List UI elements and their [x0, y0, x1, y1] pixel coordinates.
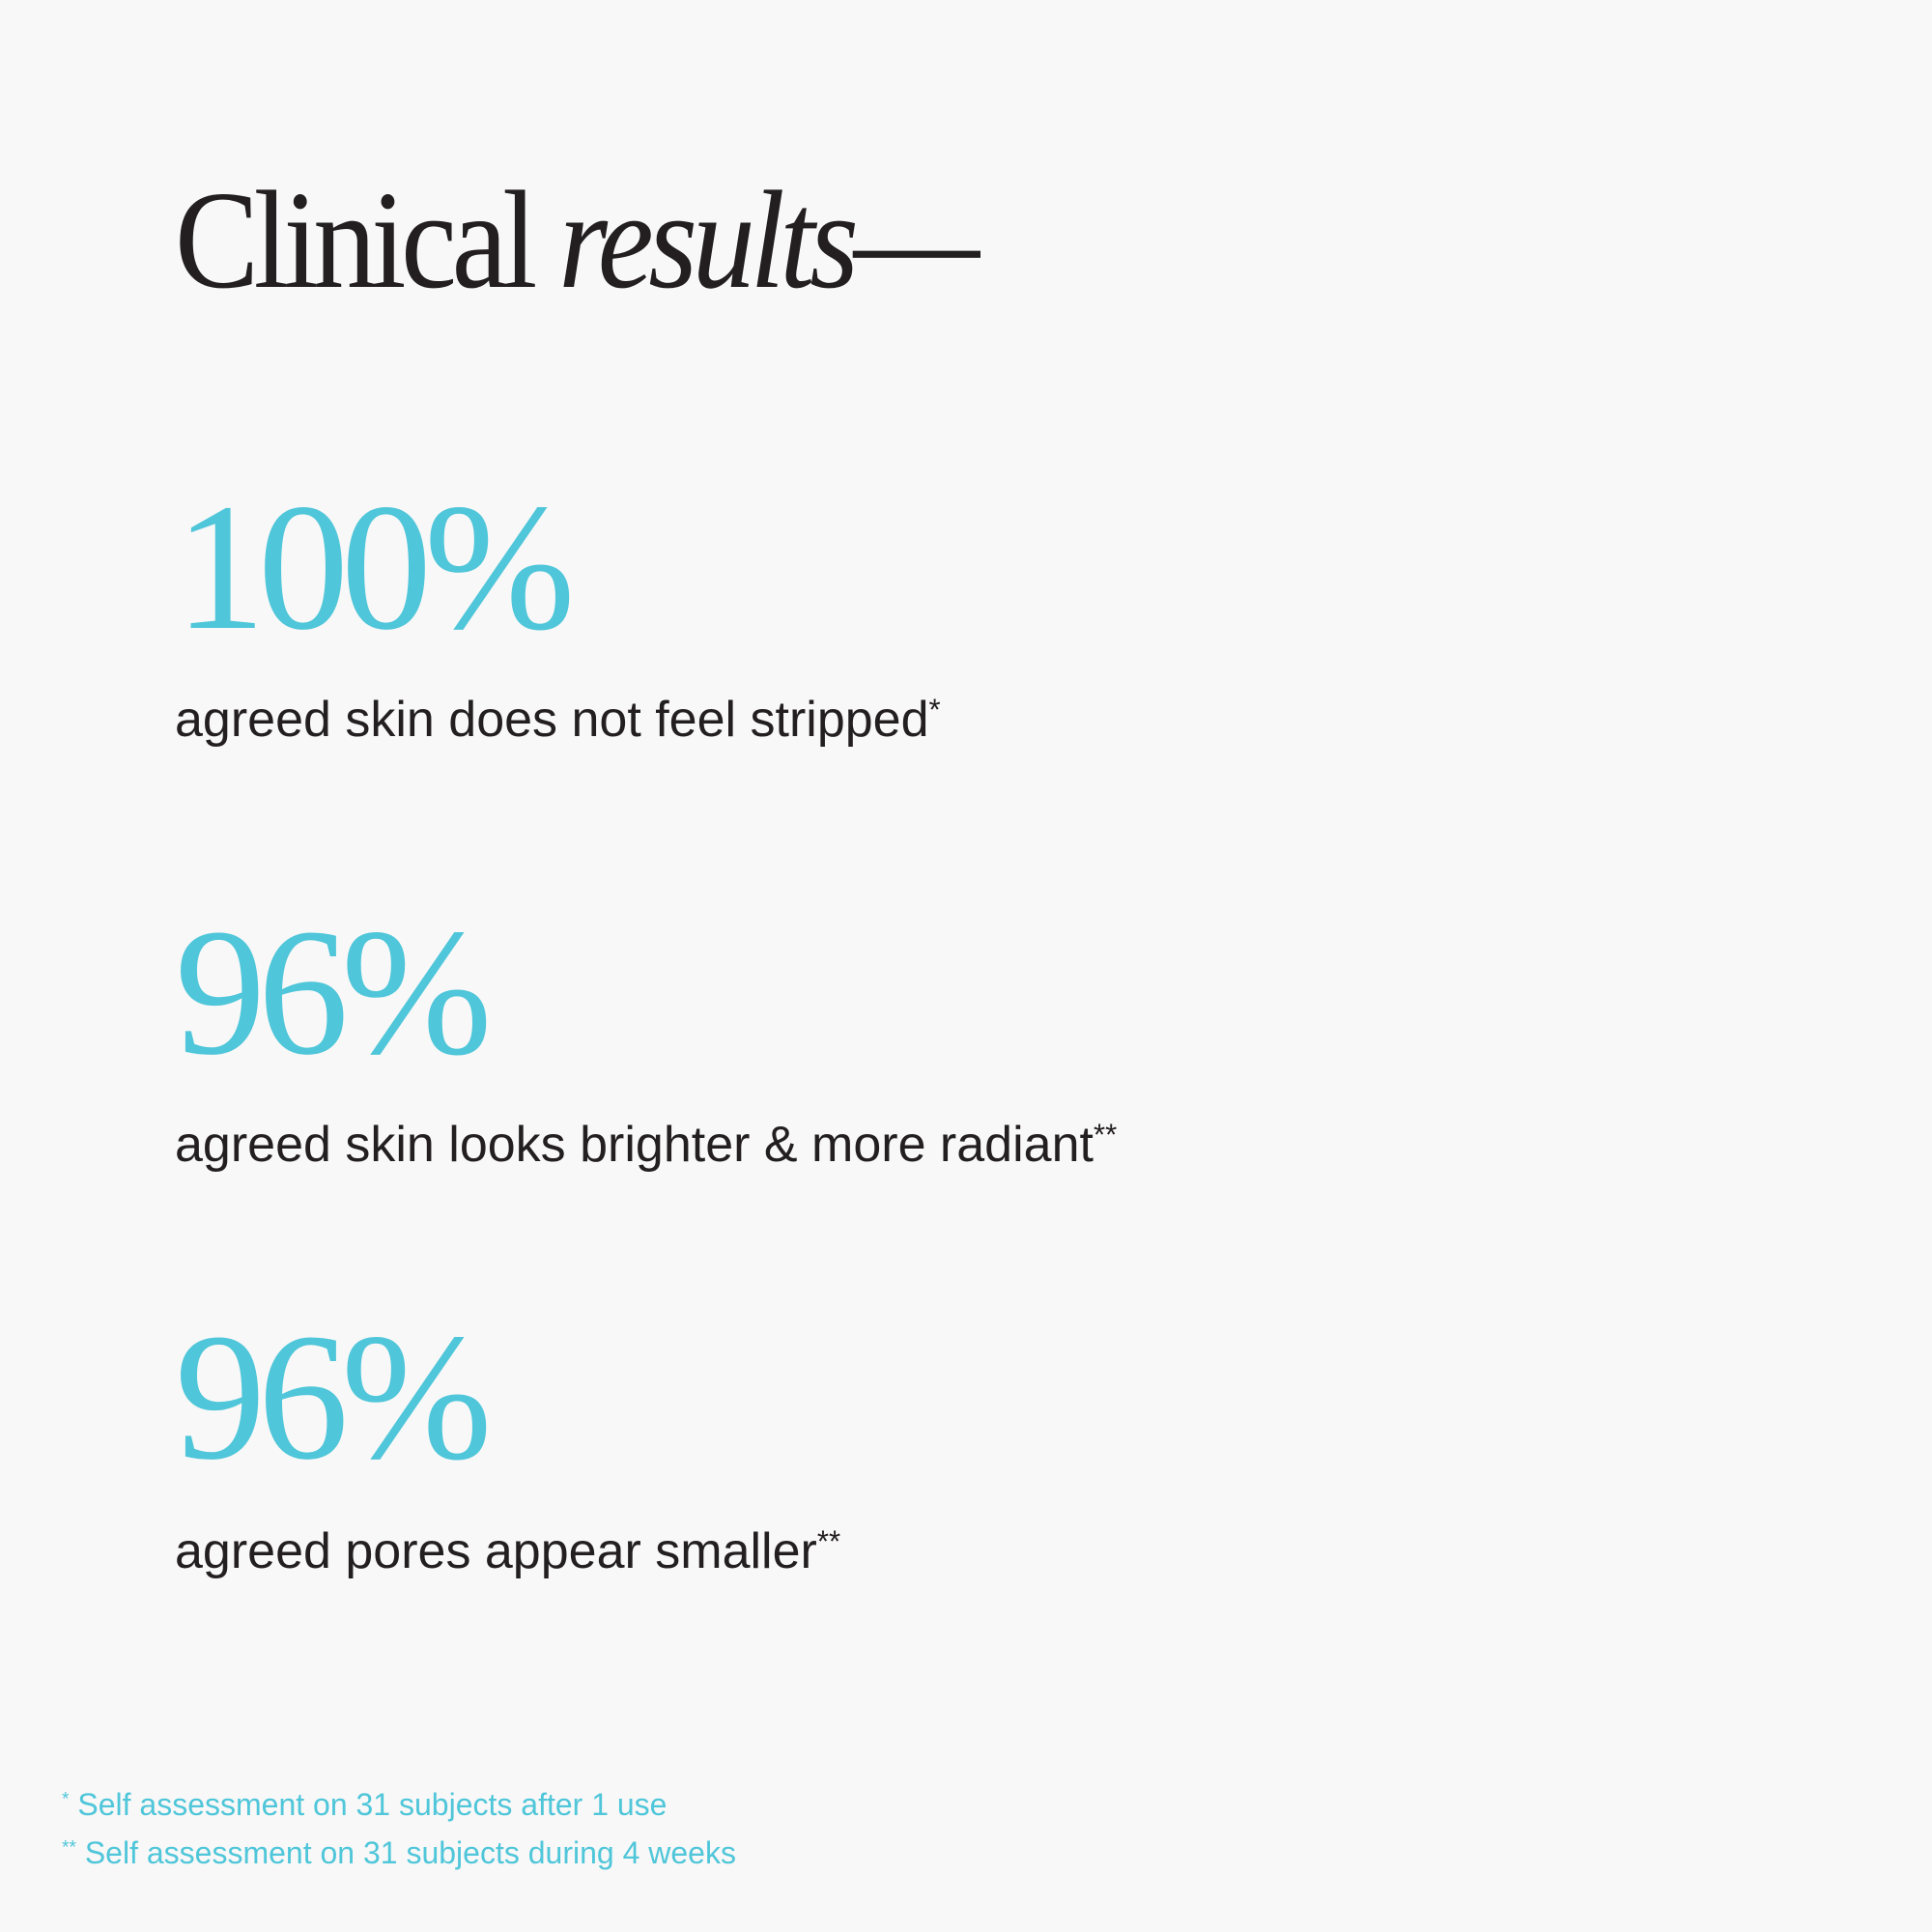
footnote-mark: ** — [816, 1524, 841, 1558]
title-dash: — — [853, 163, 980, 318]
stat-label: agreed pores appear smaller** — [175, 1526, 840, 1577]
footnote-text: Self assessment on 31 subjects after 1 u… — [77, 1787, 668, 1822]
stat-value: 100% — [175, 466, 576, 668]
footnote-mark: * — [62, 1789, 70, 1810]
footnote-text: Self assessment on 31 subjects during 4 … — [84, 1835, 736, 1870]
stat-label: agreed skin does not feel stripped* — [175, 695, 941, 745]
footnote-mark: ** — [62, 1837, 76, 1859]
page-title: Clinical results— — [175, 171, 980, 311]
stat-label: agreed skin looks brighter & more radian… — [175, 1120, 1117, 1170]
footnote-mark: * — [928, 693, 941, 726]
stat-label-text: agreed skin looks brighter & more radian… — [175, 1117, 1094, 1174]
footnote-mark: ** — [1093, 1118, 1118, 1151]
footnote: * Self assessment on 31 subjects after 1… — [62, 1789, 667, 1820]
stat-label-text: agreed pores appear smaller — [175, 1523, 817, 1580]
stat-value: 96% — [175, 1295, 493, 1497]
stat-value: 96% — [175, 891, 493, 1093]
title-italic: results — [558, 163, 859, 318]
stat-label-text: agreed skin does not feel stripped — [175, 692, 929, 749]
footnote: ** Self assessment on 31 subjects during… — [62, 1837, 736, 1868]
title-regular: Clinical — [175, 163, 537, 318]
